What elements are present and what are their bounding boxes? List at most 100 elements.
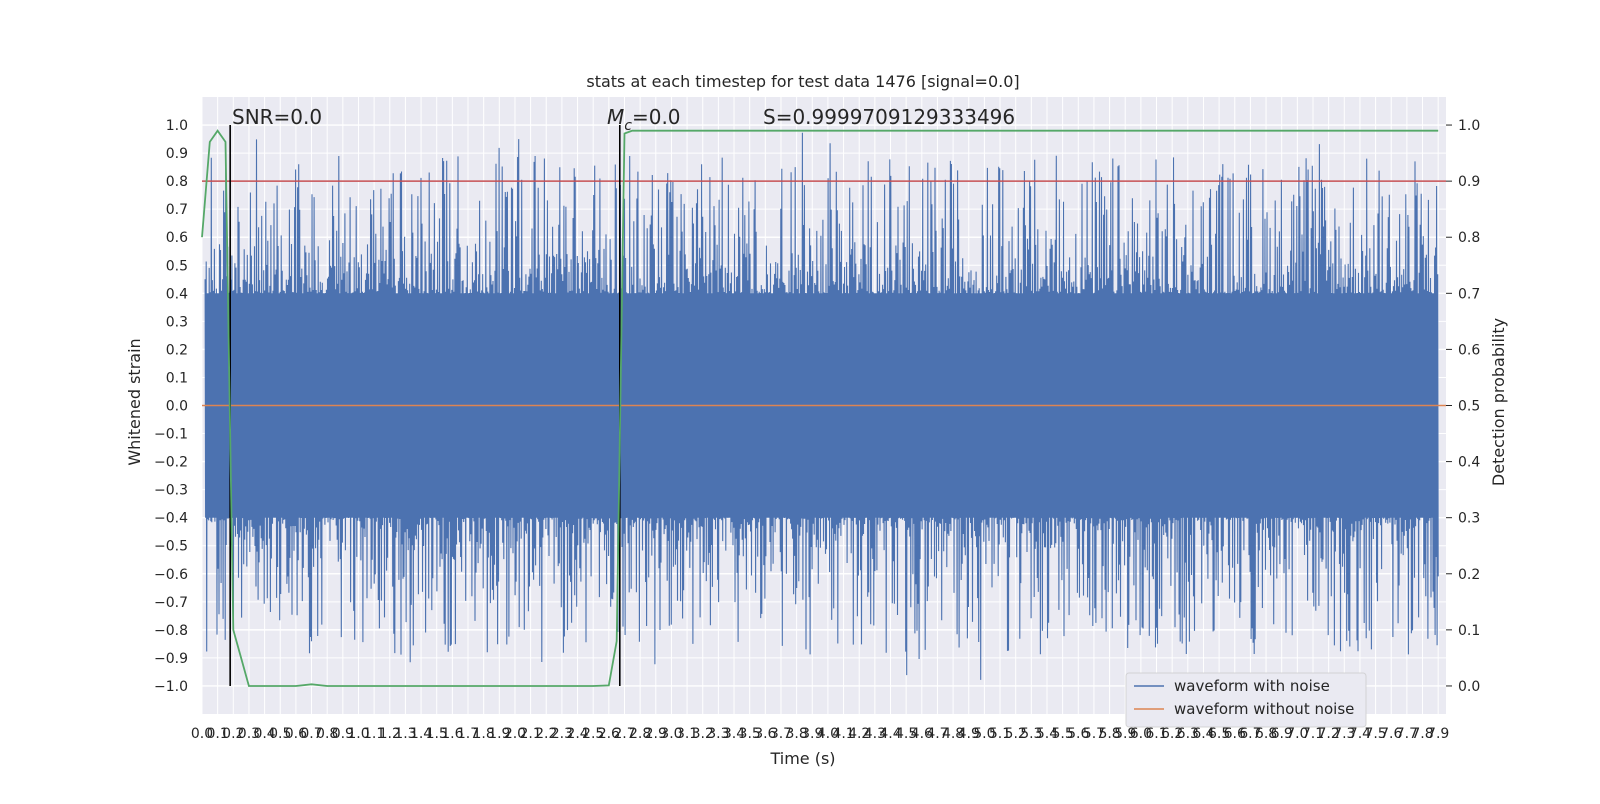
x-tick-label: 4.8 — [942, 726, 964, 742]
x-tick-label: 5.6 — [1067, 726, 1089, 742]
x-axis-label: Time (s) — [769, 749, 835, 768]
legend: waveform with noise waveform without noi… — [1125, 672, 1367, 728]
x-tick-label: 7.7 — [1396, 726, 1418, 742]
axis-ticks: 0.00.10.20.30.40.50.60.70.80.91.01.11.21… — [154, 118, 1480, 742]
x-tick-label: 3.9 — [801, 726, 823, 742]
x-tick-label: 2.7 — [613, 726, 635, 742]
x-tick-label: 3.8 — [785, 726, 807, 742]
y-tick-label-right: 0.1 — [1458, 623, 1480, 639]
annotation-snr: SNR=0.0 — [232, 105, 322, 129]
x-tick-label: 2.4 — [566, 726, 588, 742]
x-tick-label: 2.0 — [504, 726, 526, 742]
x-tick-label: 4.9 — [958, 726, 980, 742]
x-tick-label: 0.9 — [332, 726, 354, 742]
x-tick-label: 7.5 — [1364, 726, 1386, 742]
y-tick-label-left: −0.1 — [154, 427, 188, 443]
annotation-s: S=0.9999709129333496 — [763, 105, 1015, 129]
y-tick-label-left: −0.6 — [154, 567, 188, 583]
x-tick-label: 5.4 — [1036, 726, 1058, 742]
x-tick-label: 2.9 — [645, 726, 667, 742]
annotation-mc-symbol: M — [607, 105, 624, 129]
y-tick-label-right: 1.0 — [1458, 118, 1480, 134]
y-tick-label-left: −0.2 — [154, 455, 188, 471]
x-tick-label: 3.7 — [770, 726, 792, 742]
y-tick-label-left: −1.0 — [154, 679, 188, 695]
x-tick-label: 3.6 — [754, 726, 776, 742]
x-tick-label: 5.2 — [1005, 726, 1027, 742]
x-tick-label: 2.3 — [551, 726, 573, 742]
x-tick-label: 0.2 — [222, 726, 244, 742]
y-tick-label-right: 0.0 — [1458, 679, 1480, 695]
y-tick-label-left: −0.5 — [154, 539, 188, 555]
y-tick-label-right: 0.7 — [1458, 286, 1480, 302]
y-tick-label-left: −0.9 — [154, 651, 188, 667]
x-tick-label: 1.1 — [363, 726, 385, 742]
x-tick-label: 2.1 — [519, 726, 541, 742]
x-tick-label: 5.7 — [1083, 726, 1105, 742]
x-tick-label: 5.9 — [1114, 726, 1136, 742]
series-detection-probability — [201, 129, 1439, 687]
x-tick-label: 1.2 — [379, 726, 401, 742]
y-tick-label-left: 0.3 — [166, 314, 188, 330]
x-tick-label: 5.0 — [973, 726, 995, 742]
x-tick-label: 2.8 — [629, 726, 651, 742]
chart-title: stats at each timestep for test data 147… — [586, 72, 1019, 91]
x-tick-label: 6.1 — [1145, 726, 1167, 742]
x-tick-label: 0.6 — [285, 726, 307, 742]
y-tick-label-right: 0.5 — [1458, 399, 1480, 415]
y-tick-label-left: 0.6 — [166, 230, 188, 246]
x-tick-label: 6.7 — [1239, 726, 1261, 742]
x-tick-label: 5.3 — [1020, 726, 1042, 742]
x-tick-label: 0.5 — [269, 726, 291, 742]
y-tick-label-left: −0.4 — [154, 511, 188, 527]
x-tick-label: 7.6 — [1380, 726, 1402, 742]
x-tick-label: 1.5 — [426, 726, 448, 742]
x-tick-label: 1.9 — [488, 726, 510, 742]
y-tick-label-right: 0.4 — [1458, 455, 1480, 471]
annotation-mc-sub: c — [624, 118, 632, 134]
x-tick-label: 4.4 — [879, 726, 901, 742]
x-tick-label: 0.7 — [300, 726, 322, 742]
legend-label-clean: waveform without noise — [1174, 700, 1354, 718]
x-tick-label: 6.8 — [1255, 726, 1277, 742]
x-tick-label: 7.9 — [1427, 726, 1449, 742]
x-tick-label: 1.6 — [441, 726, 463, 742]
legend-box — [1125, 672, 1367, 728]
x-tick-label: 1.8 — [473, 726, 495, 742]
y-axis-label-right: Detection probability — [1489, 318, 1508, 486]
series-lines — [201, 125, 1446, 687]
x-tick-label: 0.0 — [191, 726, 213, 742]
x-tick-label: 6.3 — [1177, 726, 1199, 742]
x-tick-label: 6.2 — [1161, 726, 1183, 742]
x-tick-label: 2.6 — [598, 726, 620, 742]
x-tick-label: 7.8 — [1411, 726, 1433, 742]
y-tick-label-right: 0.8 — [1458, 230, 1480, 246]
x-tick-label: 6.5 — [1208, 726, 1230, 742]
y-tick-label-left: −0.7 — [154, 595, 188, 611]
x-tick-label: 1.4 — [410, 726, 432, 742]
x-tick-label: 6.9 — [1271, 726, 1293, 742]
x-tick-label: 0.3 — [238, 726, 260, 742]
x-tick-label: 7.0 — [1286, 726, 1308, 742]
x-tick-label: 7.2 — [1318, 726, 1340, 742]
x-tick-label: 2.2 — [535, 726, 557, 742]
annotation-mc: Mc=0.0 — [607, 105, 681, 134]
x-tick-label: 4.6 — [911, 726, 933, 742]
y-tick-label-left: 0.5 — [166, 258, 188, 274]
x-tick-label: 7.1 — [1302, 726, 1324, 742]
x-tick-label: 4.5 — [895, 726, 917, 742]
y-tick-label-left: 0.9 — [166, 146, 188, 162]
annotation-mc-value: =0.0 — [632, 105, 681, 129]
x-tick-label: 3.2 — [692, 726, 714, 742]
x-tick-label: 1.3 — [394, 726, 416, 742]
y-tick-label-left: −0.8 — [154, 623, 188, 639]
x-tick-label: 5.5 — [1051, 726, 1073, 742]
x-tick-label: 4.3 — [864, 726, 886, 742]
x-tick-label: 7.3 — [1333, 726, 1355, 742]
y-tick-label-right: 0.6 — [1458, 342, 1480, 358]
x-tick-label: 4.2 — [848, 726, 870, 742]
x-tick-label: 0.8 — [316, 726, 338, 742]
x-tick-label: 2.5 — [582, 726, 604, 742]
